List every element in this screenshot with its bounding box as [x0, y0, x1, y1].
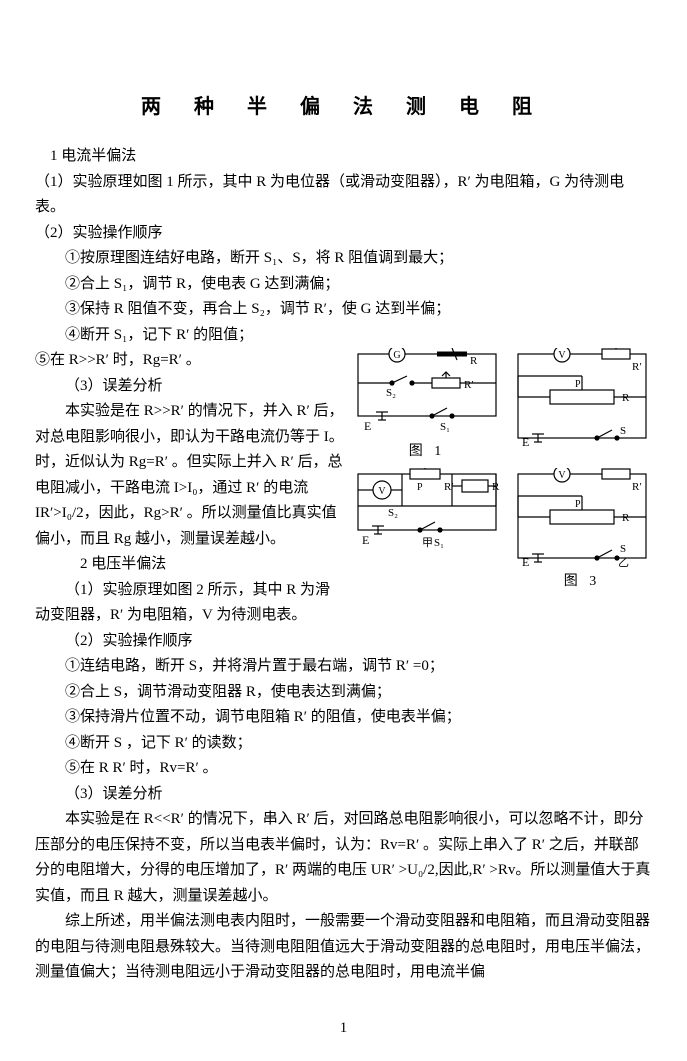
svg-text:R′: R′	[632, 481, 642, 493]
svg-text:S₂: S₂	[386, 387, 396, 399]
circuit-figure-2: V R′ P R	[512, 348, 652, 464]
svg-text:R′: R′	[632, 361, 642, 373]
svg-text:S: S	[620, 425, 626, 437]
svg-text:P: P	[417, 482, 423, 493]
svg-text:E: E	[522, 555, 529, 568]
svg-text:S₂: S₂	[388, 507, 398, 519]
svg-text:S: S	[620, 543, 626, 555]
body-text: ④断开 S ，记下 R′ 的读数；	[35, 731, 652, 757]
circuit-figure-yi: V R′ P R	[512, 468, 652, 594]
svg-text:E: E	[362, 533, 369, 547]
svg-text:G: G	[393, 350, 400, 361]
body-text: ③保持 R 阻值不变，再合上 S₂，调节 R′，使 G 达到半偏；	[35, 297, 652, 323]
page-number: 1	[35, 1016, 652, 1042]
body-text: （3）误差分析	[35, 782, 652, 808]
svg-text:乙: 乙	[618, 556, 629, 568]
body-text: （1）实验原理如图 1 所示，其中 R 为电位器（或滑动变阻器），R′ 为电阻箱…	[35, 170, 652, 221]
svg-text:R: R	[622, 512, 630, 524]
body-text: 本实验是在 R<<R′ 的情况下，串入 R′ 后，对回路总电阻影响很小，可以忽略…	[35, 807, 652, 909]
svg-text:P: P	[575, 499, 581, 510]
body-text: ①连结电路，断开 S，并将滑片置于最右端，调节 R′ =0；	[35, 654, 652, 680]
body-text: ①按原理图连结好电路，断开 S₁、S，将 R 阻值调到最大；	[35, 246, 652, 272]
svg-text:P: P	[575, 379, 581, 390]
svg-text:V: V	[558, 470, 566, 481]
body-text: （2）实验操作顺序	[35, 629, 652, 655]
circuit-figure-1: G R S₂ R	[352, 348, 502, 464]
body-text: 综上所述，用半偏法测电表内阻时，一般需要一个滑动变阻器和电阻箱，而且滑动变阻器的…	[35, 909, 652, 986]
body-text: ②合上 S₁，调节 R，使电表 G 达到满偏；	[35, 272, 652, 298]
document-page: 两 种 半 偏 法 测 电 阻 1 电流半偏法 （1）实验原理如图 1 所示，其…	[0, 0, 687, 1061]
body-text: ③保持滑片位置不动，调节电阻箱 R′ 的阻值，使电表半偏；	[35, 705, 652, 731]
svg-text:R: R	[470, 355, 478, 367]
body-text: （2）实验操作顺序	[35, 221, 652, 247]
body-text: ②合上 S，调节滑动变阻器 R，使电表达到满偏；	[35, 680, 652, 706]
svg-text:V: V	[558, 350, 566, 361]
svg-text:R′: R′	[464, 379, 474, 391]
circuit-svg: V P R′ R	[352, 468, 502, 554]
svg-text:S₁: S₁	[440, 421, 450, 433]
figure-caption: 图 1	[352, 440, 502, 464]
svg-text:R: R	[622, 392, 630, 404]
circuit-svg: V R′ P R	[512, 348, 652, 448]
circuit-svg: V R′ P R	[512, 468, 652, 568]
svg-text:V: V	[378, 486, 386, 497]
circuit-figure-jia: V P R′ R	[352, 468, 502, 594]
circuit-svg: G R S₂ R	[352, 348, 502, 438]
svg-text:E: E	[364, 419, 371, 433]
figure-caption: 图 3	[512, 570, 652, 594]
svg-text:S₁: S₁	[434, 537, 444, 549]
svg-text:甲: 甲	[422, 537, 433, 549]
body-text: ⑤在 R R′ 时，Rv=R′ 。	[35, 756, 652, 782]
figure-block: G R S₂ R	[352, 348, 652, 598]
svg-text:E: E	[522, 435, 529, 448]
page-title: 两 种 半 偏 法 测 电 阻	[35, 90, 652, 124]
body-text: ④断开 S₁，记下 R′ 的阻值；	[35, 323, 652, 349]
text-with-figures: G R S₂ R	[35, 348, 652, 629]
body-text: 1 电流半偏法	[35, 144, 652, 170]
